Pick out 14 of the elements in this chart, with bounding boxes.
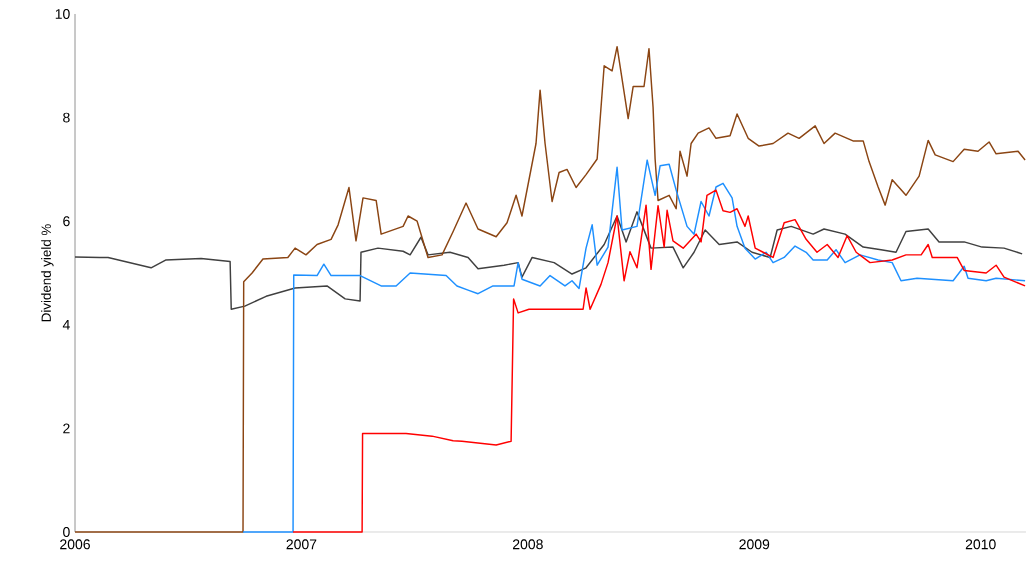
x-tick-label: 2006 — [60, 539, 90, 550]
x-tick-label: 2007 — [286, 539, 317, 550]
y-axis-title: Dividend yield % — [41, 224, 54, 322]
x-tick-label: 2008 — [513, 539, 543, 550]
y-tick-label: 0 — [63, 527, 70, 537]
line-series — [74, 211, 1023, 310]
x-tick-label: 2009 — [739, 539, 770, 550]
y-tick-label: 4 — [62, 319, 70, 330]
y-tick-label: 8 — [63, 112, 70, 123]
x-tick-label: 2010 — [965, 539, 996, 550]
y-tick-label: 6 — [63, 216, 70, 227]
y-tick-label: 2 — [63, 423, 70, 434]
line-series — [74, 45, 1026, 533]
y-tick-label: 10 — [55, 9, 70, 19]
